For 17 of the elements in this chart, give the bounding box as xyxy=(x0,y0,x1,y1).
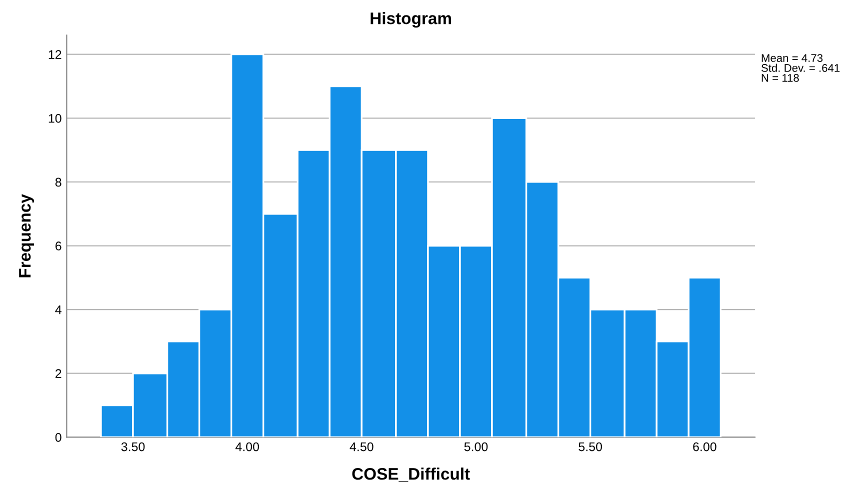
y-tick-label: 6 xyxy=(56,242,62,250)
y-tick-label: 4 xyxy=(55,305,62,314)
y-tick-label: 12 xyxy=(48,50,62,59)
y-tick-label: 2 xyxy=(56,369,62,378)
x-tick-label: 4.50 xyxy=(350,442,374,452)
y-axis-title: Frequency xyxy=(19,194,34,278)
y-tick-label: 0 xyxy=(55,432,62,442)
x-tick-label: 3.50 xyxy=(121,442,145,452)
y-tick-label: 10 xyxy=(48,114,62,123)
x-tick-label: 6.00 xyxy=(693,442,716,452)
y-tick-label: 8 xyxy=(55,178,62,187)
x-axis-title: COSE_Difficult xyxy=(352,468,470,482)
chart-title: Histogram xyxy=(370,12,452,28)
x-tick-label: 5.00 xyxy=(464,442,488,452)
x-tick-label: 4.00 xyxy=(235,442,260,452)
x-tick-label: 5.50 xyxy=(578,442,602,452)
text: Mean = 4.73 Std. Dev. = .641 N = 118 xyxy=(761,54,840,82)
